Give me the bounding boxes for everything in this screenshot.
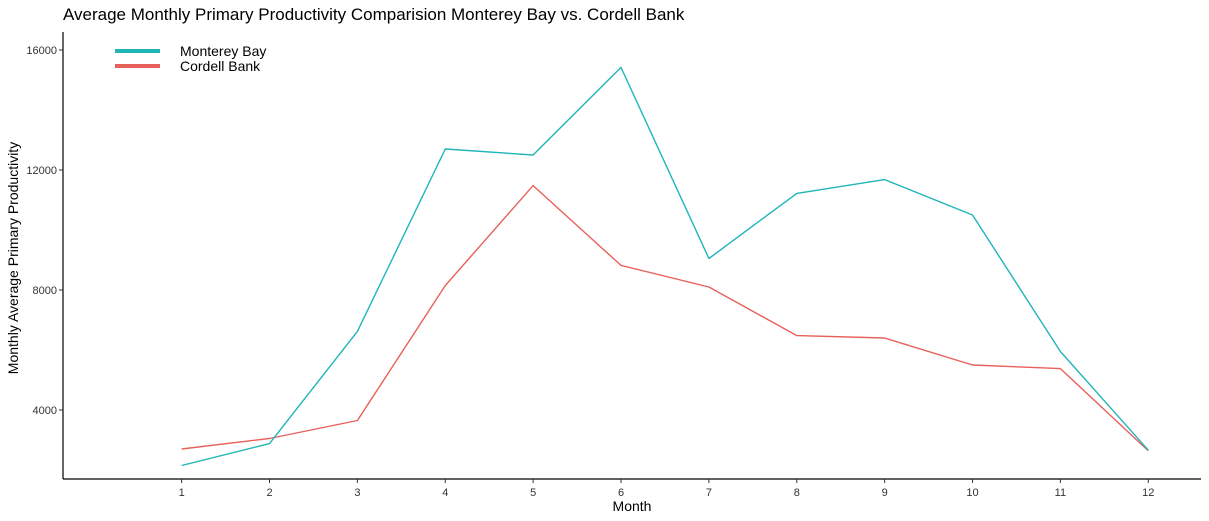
x-tick-label: 7 — [706, 487, 712, 499]
x-tick-label: 2 — [266, 487, 272, 499]
legend-label-1: Cordell Bank — [180, 58, 261, 74]
x-tick-label: 10 — [966, 487, 978, 499]
y-tick-label: 12000 — [26, 165, 57, 177]
x-tick-label: 6 — [618, 487, 624, 499]
x-tick-label: 3 — [354, 487, 360, 499]
x-tick-label: 1 — [179, 487, 185, 499]
x-tick-label: 11 — [1055, 487, 1066, 499]
y-tick-label: 4000 — [33, 405, 57, 417]
x-tick-label: 9 — [882, 487, 888, 499]
x-tick-label: 12 — [1142, 487, 1154, 499]
x-tick-label: 5 — [530, 487, 536, 499]
legend-label-0: Monterey Bay — [180, 43, 266, 59]
chart-title: Average Monthly Primary Productivity Com… — [63, 5, 685, 24]
y-axis-title: Monthly Average Primary Productivity — [5, 142, 21, 374]
series-line-0 — [181, 66, 1149, 467]
y-tick-label: 8000 — [33, 285, 57, 297]
series-line-1 — [181, 184, 1149, 452]
legend: Monterey Bay Cordell Bank — [115, 43, 266, 74]
x-axis-title: Month — [613, 498, 652, 514]
x-tick-label: 4 — [442, 487, 448, 499]
y-tick-label: 16000 — [26, 45, 57, 57]
x-tick-label: 8 — [794, 487, 800, 499]
series-group — [181, 66, 1149, 467]
